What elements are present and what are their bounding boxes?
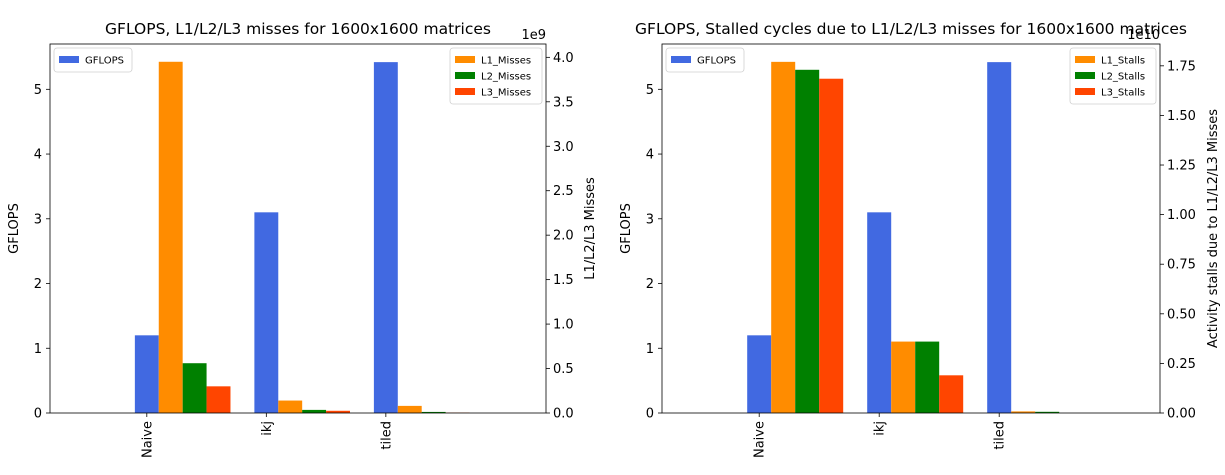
- bar-gflops-tiled: [373, 62, 398, 413]
- bar-l3-misses-naive: [206, 386, 231, 413]
- legend-upper-right: L1_Stalls L2_Stalls L3_Stalls: [1069, 47, 1157, 105]
- right-y-tick-label: 0.75: [1167, 258, 1196, 273]
- legend-label: L2_Stalls: [1101, 72, 1145, 83]
- right-y-tick-label: 1.00: [1167, 208, 1196, 223]
- left-y-axis-label: GFLOPS: [619, 203, 634, 254]
- chart-2: 0 1 2 3 4 5 0.00 0.25 0.50 0.75 1.00 1.25 1.50 1.75 1e…: [619, 20, 1221, 458]
- left-y-tick-label: 1: [646, 342, 654, 357]
- chart-title: GFLOPS, Stalled cycles due to L1/L2/L3 m…: [635, 20, 1187, 38]
- legend-swatch: [1075, 72, 1095, 79]
- bar-l1-stalls-ikj: [891, 341, 916, 413]
- right-axis-offset-text: 1e10: [1127, 28, 1160, 43]
- bar-l1-stalls-tiled: [1011, 411, 1036, 413]
- bar-l1-misses-ikj: [278, 400, 303, 413]
- left-y-tick-label: 5: [646, 83, 654, 98]
- legend-label: L1_Misses: [481, 56, 531, 67]
- right-y-tick-label: 1.0: [553, 318, 574, 333]
- right-y-tick-label: 0.00: [1167, 407, 1196, 422]
- bar-l1-stalls-naive: [771, 61, 796, 413]
- bar-l3-stalls-ikj: [939, 375, 964, 413]
- right-y-axis-label: Activity stalls due to L1/L2/L3 Misses: [1206, 109, 1221, 348]
- left-y-tick-label: 1: [34, 342, 42, 357]
- right-y-tick-label: 2.5: [553, 184, 574, 199]
- left-y-tick-label: 0: [34, 407, 42, 422]
- legend-upper-left: GFLOPS: [53, 47, 133, 73]
- bar-l2-stalls-naive: [795, 69, 820, 413]
- bar-l2-misses-ikj: [302, 409, 327, 413]
- bar-gflops-ikj: [867, 212, 892, 413]
- left-y-tick-label: 3: [646, 212, 654, 227]
- right-axis-offset-text: 1e9: [521, 28, 546, 43]
- legend-swatch: [455, 88, 475, 95]
- right-y-tick-label: 1.50: [1167, 109, 1196, 124]
- x-tick-label: ikj: [873, 421, 888, 436]
- left-y-tick-label: 4: [34, 148, 42, 163]
- right-y-tick-label: 4.0: [553, 51, 574, 66]
- legend-swatch: [1075, 56, 1095, 63]
- x-tick-label: tiled: [993, 421, 1008, 450]
- right-y-tick-label: 2.0: [553, 229, 574, 244]
- plot-frame: [661, 43, 1161, 414]
- right-y-tick-label: 1.25: [1167, 159, 1196, 174]
- left-y-tick-label: 2: [34, 277, 42, 292]
- legend-upper-right: L1_Misses L2_Misses L3_Misses: [449, 47, 543, 105]
- legend-label: L3_Misses: [481, 88, 531, 99]
- legend-label: GFLOPS: [697, 56, 736, 67]
- bar-l1-misses-tiled: [397, 405, 422, 413]
- left-y-tick-label: 0: [646, 407, 654, 422]
- bar-gflops-ikj: [254, 212, 279, 413]
- right-y-tick-label: 3.5: [553, 95, 574, 110]
- bar-l3-stalls-naive: [819, 78, 844, 413]
- bar-l3-misses-ikj: [326, 410, 350, 413]
- bar-gflops-tiled: [987, 62, 1012, 413]
- right-y-tick-label: 1.5: [553, 273, 574, 288]
- legend-label: L3_Stalls: [1101, 88, 1145, 99]
- legend-upper-left: GFLOPS: [665, 47, 745, 73]
- legend-swatch: [1075, 88, 1095, 95]
- bar-l2-misses-tiled: [421, 411, 446, 413]
- legend-box: [665, 47, 745, 73]
- legend-label: L1_Stalls: [1101, 56, 1145, 67]
- chart-1: 0 1 2 3 4 5 0.0 0.5 1.0 1.5 2.0 2.5 3.0 3.5 4.0 1e9 Naiv…: [7, 20, 598, 458]
- left-y-axis-label: GFLOPS: [7, 203, 22, 254]
- legend-swatch: [455, 56, 475, 63]
- right-y-tick-label: 0.5: [553, 362, 574, 377]
- bar-l2-stalls-tiled: [1035, 411, 1060, 413]
- bar-l2-stalls-ikj: [915, 341, 940, 413]
- left-y-tick-label: 4: [646, 148, 654, 163]
- legend-label: GFLOPS: [85, 56, 124, 67]
- legend-swatch: [455, 72, 475, 79]
- bar-l1-misses-naive: [158, 61, 183, 413]
- legend-box: [53, 47, 133, 73]
- legend-swatch: [59, 56, 79, 63]
- bar-gflops-naive: [134, 335, 159, 413]
- right-y-axis-label: L1/L2/L3 Misses: [583, 177, 598, 280]
- right-y-tick-label: 0.50: [1167, 307, 1196, 322]
- bar-l2-misses-naive: [182, 363, 207, 413]
- left-y-tick-label: 3: [34, 212, 42, 227]
- right-y-tick-label: 0.25: [1167, 357, 1196, 372]
- right-y-tick-label: 3.0: [553, 140, 574, 155]
- plot-frame: [49, 43, 547, 414]
- x-tick-label: tiled: [379, 421, 394, 450]
- left-y-tick-label: 5: [34, 83, 42, 98]
- x-tick-label: Naive: [140, 421, 155, 458]
- legend-label: L2_Misses: [481, 72, 531, 83]
- bar-gflops-naive: [747, 335, 772, 413]
- x-tick-label: Naive: [753, 421, 768, 458]
- legend-swatch: [671, 56, 691, 63]
- left-y-tick-label: 2: [646, 277, 654, 292]
- x-tick-label: ikj: [260, 421, 275, 436]
- right-y-tick-label: 0.0: [553, 407, 574, 422]
- chart-title: GFLOPS, L1/L2/L3 misses for 1600x1600 ma…: [105, 20, 491, 38]
- right-y-tick-label: 1.75: [1167, 59, 1196, 74]
